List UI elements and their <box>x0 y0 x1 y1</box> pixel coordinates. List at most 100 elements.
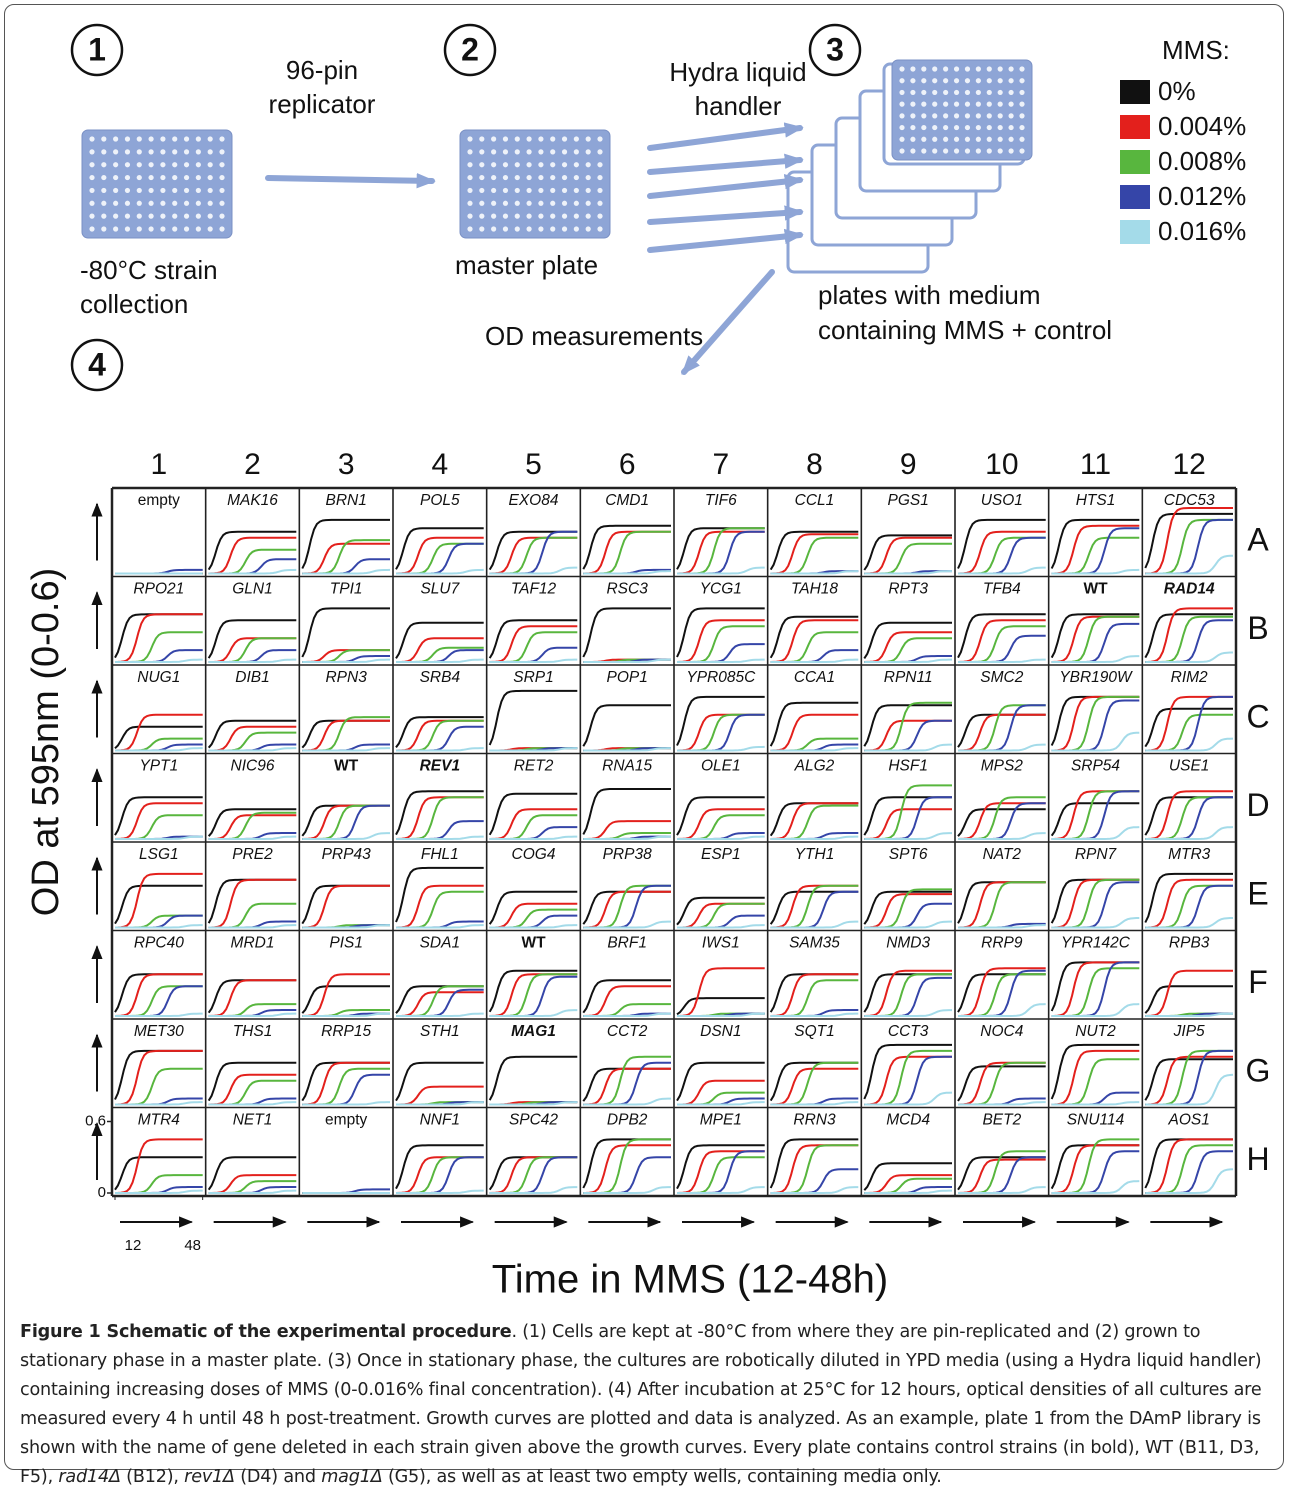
arrow <box>268 178 432 181</box>
plate-well <box>550 188 555 193</box>
gene-label: MCD4 <box>886 1112 930 1129</box>
plate-well <box>976 66 981 71</box>
plate-well <box>574 188 579 193</box>
plate <box>460 130 610 238</box>
plate-well <box>503 162 508 167</box>
plate-well <box>113 175 118 180</box>
plate-well <box>998 66 1003 71</box>
gene-label: YPT1 <box>139 758 178 775</box>
growth-curve <box>677 697 765 746</box>
gene-label: COG4 <box>512 846 556 863</box>
gene-label: RRP9 <box>981 935 1023 952</box>
plate-well <box>160 175 165 180</box>
growth-curve <box>1052 791 1140 839</box>
growth-curve <box>864 797 952 835</box>
growth-curve <box>490 809 578 839</box>
growth-curve <box>583 608 671 657</box>
plate-well <box>943 66 948 71</box>
plate-well <box>597 188 602 193</box>
growth-curve <box>209 727 297 751</box>
plate-well <box>921 148 926 153</box>
growth-curve <box>958 1066 1046 1101</box>
plate-well <box>491 188 496 193</box>
growth-curve <box>864 1051 952 1105</box>
gene-label: ALG2 <box>794 758 835 775</box>
growth-curve <box>864 638 952 662</box>
gene-label: POP1 <box>606 669 647 686</box>
growth-curve <box>958 705 1046 750</box>
plate-well <box>597 226 602 231</box>
plate-well <box>172 201 177 206</box>
gene-label: CMD1 <box>605 492 649 509</box>
plate-well <box>125 149 130 154</box>
plate-well <box>184 214 189 219</box>
plate-well <box>467 149 472 154</box>
column-label: 5 <box>525 448 542 481</box>
plate-well <box>954 78 959 83</box>
plate-well <box>597 214 602 219</box>
plate-well <box>113 188 118 193</box>
column-label: 12 <box>1172 448 1205 481</box>
gene-label: EXO84 <box>509 492 559 509</box>
plate-well <box>574 149 579 154</box>
plate-well <box>137 201 142 206</box>
plate-well <box>148 175 153 180</box>
growth-curve <box>209 813 297 839</box>
arrow <box>650 235 800 250</box>
plate-well <box>586 214 591 219</box>
caption-run: (B12), <box>121 1467 184 1487</box>
plate-well <box>125 136 130 141</box>
plate-well <box>954 137 959 142</box>
plate-well <box>943 137 948 142</box>
growth-curve <box>677 715 765 751</box>
plate-well <box>910 125 915 130</box>
schematic-label: Hydra liquid <box>669 57 806 87</box>
caption-run: rad14Δ <box>58 1467 120 1487</box>
y-tick-label: 0.6 <box>85 1112 106 1129</box>
plate-well <box>137 214 142 219</box>
schematic-label: handler <box>695 91 782 121</box>
plate-well <box>597 162 602 167</box>
plate-well <box>965 137 970 142</box>
plate-well <box>196 214 201 219</box>
plate-well <box>574 175 579 180</box>
gene-label: YTH1 <box>795 846 835 863</box>
plate-well <box>172 226 177 231</box>
gene-label: RNA15 <box>602 758 652 775</box>
plate-well <box>932 125 937 130</box>
plate-well <box>491 162 496 167</box>
legend-swatch <box>1120 220 1150 244</box>
growth-curve <box>1052 1139 1140 1193</box>
growth-curve <box>583 532 671 574</box>
schematic-label: -80°C strain <box>80 255 218 285</box>
schematic-label: replicator <box>269 89 376 119</box>
growth-curve <box>209 1075 297 1105</box>
plate-well <box>1008 125 1013 130</box>
legend-swatch <box>1120 115 1150 139</box>
plate-well <box>574 214 579 219</box>
plate-well <box>101 226 106 231</box>
gene-label: MRD1 <box>231 935 275 952</box>
plate-well <box>160 162 165 167</box>
y-axis-label: OD at 595nm (0-0.6) <box>25 568 67 916</box>
growth-curve <box>1052 791 1140 839</box>
gene-label: empty <box>138 492 180 509</box>
plate-well <box>932 148 937 153</box>
plate-well <box>910 102 915 107</box>
plate-well <box>160 201 165 206</box>
plate-well <box>467 214 472 219</box>
gene-label: BRN1 <box>325 492 366 509</box>
plate-well <box>1008 137 1013 142</box>
plate-well <box>976 125 981 130</box>
plate-well <box>89 136 94 141</box>
growth-curve <box>490 691 578 745</box>
plate-well <box>987 125 992 130</box>
growth-curve <box>1145 1139 1233 1188</box>
plate-well <box>184 136 189 141</box>
step-number: 3 <box>826 31 844 67</box>
growth-curve <box>396 544 484 574</box>
plate-well <box>998 125 1003 130</box>
growth-curve <box>1052 968 1140 1016</box>
plate-well <box>515 136 520 141</box>
plate-well <box>172 136 177 141</box>
